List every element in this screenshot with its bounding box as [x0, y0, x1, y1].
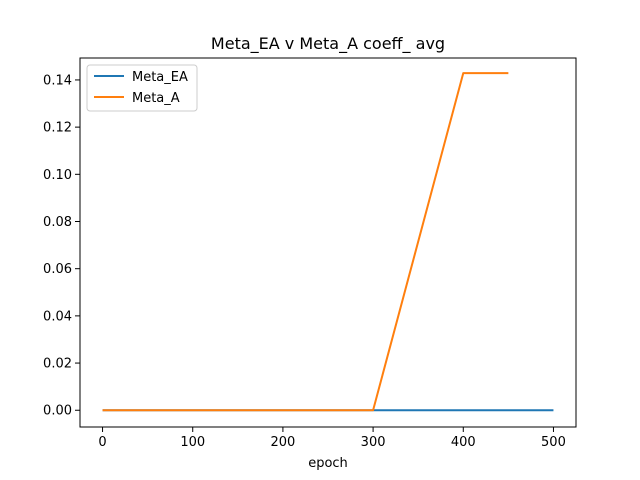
plot-background	[80, 58, 576, 427]
y-axis: 0.00 0.02 0.04 0.06 0.08 0.10 0.12 0.14	[43, 73, 80, 419]
x-tick-label: 200	[270, 435, 295, 450]
x-tick-label: 300	[361, 435, 386, 450]
y-tick-label: 0.08	[43, 215, 72, 230]
y-tick-label: 0.04	[43, 309, 72, 324]
y-tick-label: 0.10	[43, 168, 72, 183]
x-tick-label: 100	[180, 435, 205, 450]
x-axis-label: epoch	[308, 456, 348, 471]
y-tick-label: 0.02	[43, 357, 72, 372]
series-line-meta-a	[102, 72, 509, 412]
y-tick-label: 0.14	[43, 73, 72, 88]
x-axis: 0 100 200 300 400 500	[98, 427, 566, 450]
y-tick-label: 0.06	[43, 262, 72, 277]
legend-label-meta-a: Meta_A	[132, 91, 180, 106]
y-tick-label: 0.12	[43, 121, 72, 136]
plot-frame	[79, 57, 577, 428]
y-tick-label: 0.00	[43, 404, 72, 419]
chart-title: Meta_EA v Meta_A coeff_ avg	[211, 34, 445, 54]
legend: Meta_EA Meta_A	[86, 64, 198, 112]
plot-area	[79, 57, 577, 428]
x-tick-label: 400	[451, 435, 476, 450]
x-tick-label: 500	[541, 435, 566, 450]
series-layer	[102, 72, 554, 412]
x-tick-label: 0	[98, 435, 106, 450]
legend-label-meta-ea: Meta_EA	[132, 70, 188, 85]
